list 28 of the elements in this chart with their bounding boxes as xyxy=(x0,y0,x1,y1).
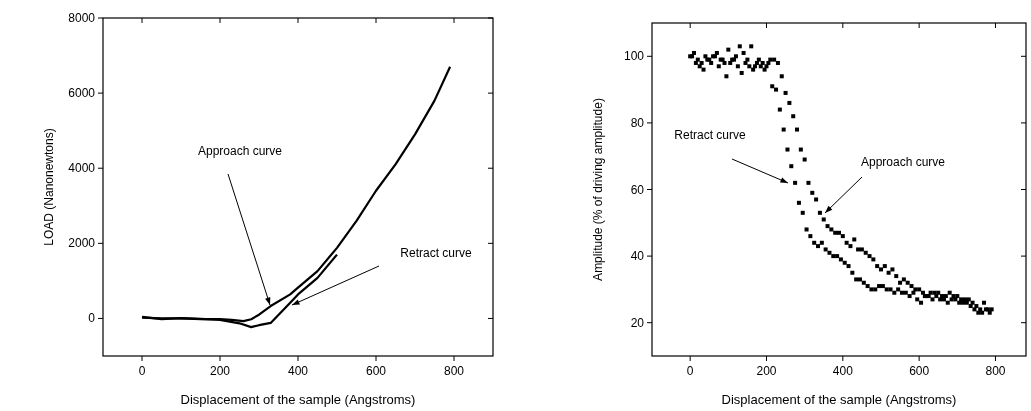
y-tick-label: 60 xyxy=(630,182,645,197)
y-tick-label: 8000 xyxy=(68,11,96,25)
x-tick-label: 800 xyxy=(985,364,1006,378)
y-tick-label: 4000 xyxy=(68,161,96,176)
y-axis-title: Amplitude (% of driving amplitude) xyxy=(591,98,605,281)
x-tick-label: 600 xyxy=(909,364,930,378)
x-tick-label: 200 xyxy=(756,364,777,378)
y-tick-label: 80 xyxy=(630,115,645,130)
annotation: Retract curve xyxy=(674,128,746,142)
y-tick-label: 20 xyxy=(630,315,645,330)
y-axis-title: LOAD (Nanonewtons) xyxy=(42,128,56,246)
x-tick-label: 0 xyxy=(686,364,694,378)
x-tick-label: 800 xyxy=(443,364,465,378)
y-tick-label: 0 xyxy=(88,311,96,326)
x-axis-title: Displacement of the sample (Angstroms) xyxy=(180,392,416,407)
x-tick-label: 400 xyxy=(832,364,854,378)
x-tick-label: 0 xyxy=(138,364,146,378)
annotation: Retract curve xyxy=(400,246,472,260)
x-axis-title: Displacement of the sample (Angstroms) xyxy=(721,392,957,407)
x-tick-label: 200 xyxy=(209,364,231,378)
y-tick-label: 40 xyxy=(630,249,645,264)
annotation: Approach curve xyxy=(860,155,946,169)
y-tick-label: 100 xyxy=(623,49,645,64)
y-tick-label: 2000 xyxy=(68,236,96,251)
x-tick-label: 600 xyxy=(365,364,387,378)
annotation: Approach curve xyxy=(197,144,283,158)
y-tick-label: 6000 xyxy=(68,86,96,101)
x-tick-label: 400 xyxy=(287,364,309,378)
